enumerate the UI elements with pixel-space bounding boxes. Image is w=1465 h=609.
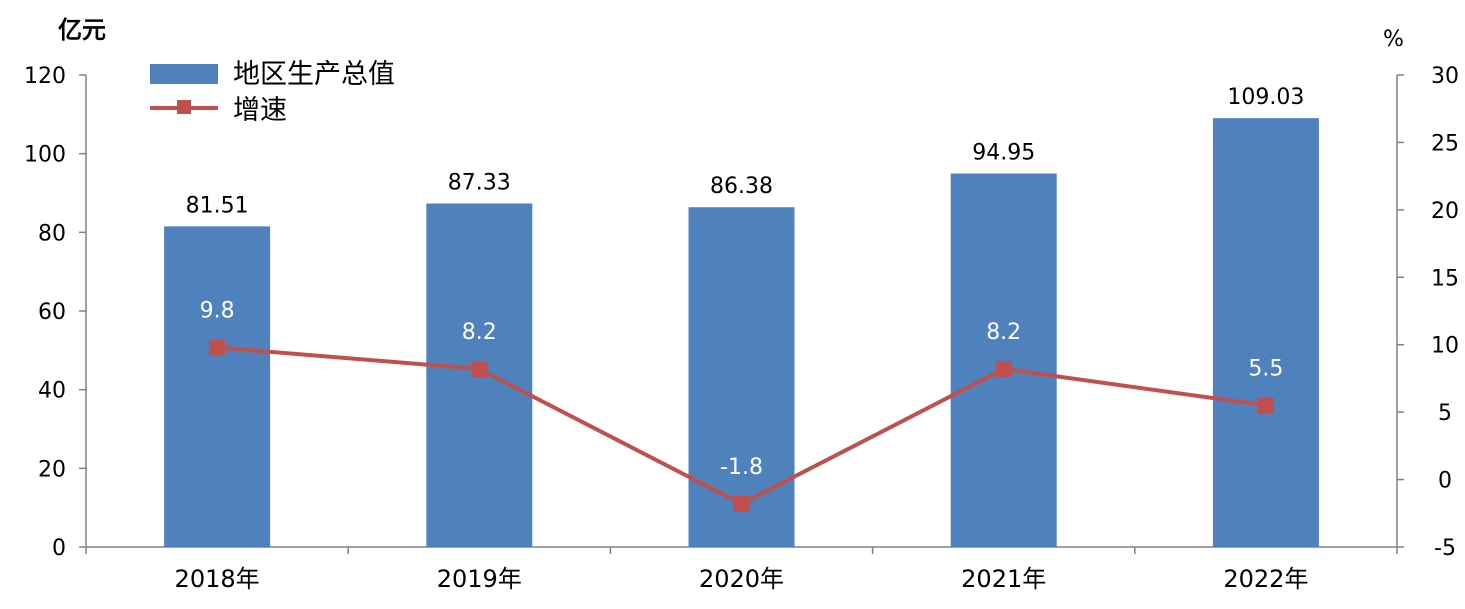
right-tick-label: 25 — [1431, 131, 1459, 156]
left-tick-label: 120 — [24, 64, 66, 89]
left-tick-label: 0 — [52, 536, 66, 561]
labels: 81.51 87.33 86.38 94.95 109.03 9.8 8.2 -1.8 8.2 5… — [186, 85, 1305, 480]
legend-line-label: 增速 — [233, 95, 287, 126]
right-tick-label: 0 — [1438, 469, 1452, 494]
right-axis-unit: % — [1383, 27, 1404, 52]
axes: 0 20 40 60 80 100 120 -5 0 5 10 15 20 25 30 2018年 2019年 2… — [24, 64, 1459, 593]
left-axis-unit: 亿元 — [58, 16, 106, 44]
bar — [950, 173, 1057, 547]
legend: 地区生产总值 增速 — [150, 59, 395, 126]
right-tick-label: -5 — [1434, 536, 1456, 561]
growth-marker — [1257, 397, 1274, 414]
bars — [164, 118, 1319, 548]
right-tick-label: 5 — [1438, 401, 1452, 426]
growth-value-label: 9.8 — [200, 298, 235, 323]
legend-line-marker — [177, 100, 191, 114]
right-tick-label: 15 — [1431, 266, 1459, 291]
category-label: 2022年 — [1223, 565, 1308, 593]
category-label: 2020年 — [699, 565, 784, 593]
left-tick-label: 60 — [38, 300, 66, 325]
growth-marker — [209, 339, 226, 356]
left-tick-label: 40 — [38, 379, 66, 404]
bar — [688, 207, 795, 548]
category-label: 2018年 — [175, 565, 260, 593]
bar-value-label: 81.51 — [186, 193, 249, 218]
bar-value-label: 94.95 — [972, 141, 1035, 166]
category-label: 2021年 — [961, 565, 1046, 593]
left-tick-label: 100 — [24, 143, 66, 168]
category-label: 2019年 — [437, 565, 522, 593]
growth-value-label: -1.8 — [720, 455, 763, 480]
growth-marker — [471, 360, 488, 377]
legend-bar-label: 地区生产总值 — [233, 59, 395, 90]
growth-marker — [995, 360, 1012, 377]
bar-value-label: 109.03 — [1227, 85, 1304, 110]
right-tick-label: 30 — [1431, 64, 1459, 89]
growth-value-label: 8.2 — [462, 320, 497, 345]
right-tick-label: 10 — [1431, 334, 1459, 359]
bar-value-label: 87.33 — [448, 171, 511, 196]
growth-value-label: 5.5 — [1248, 356, 1283, 381]
growth-value-label: 8.2 — [986, 320, 1021, 345]
growth-line-group — [209, 339, 1274, 512]
bar-value-label: 86.38 — [710, 174, 773, 199]
bar — [164, 226, 271, 548]
left-tick-label: 20 — [38, 457, 66, 482]
left-tick-label: 80 — [38, 221, 66, 246]
bar — [1212, 118, 1319, 547]
legend-bar-swatch — [150, 64, 218, 84]
right-tick-label: 20 — [1431, 199, 1459, 224]
growth-marker — [733, 495, 750, 512]
